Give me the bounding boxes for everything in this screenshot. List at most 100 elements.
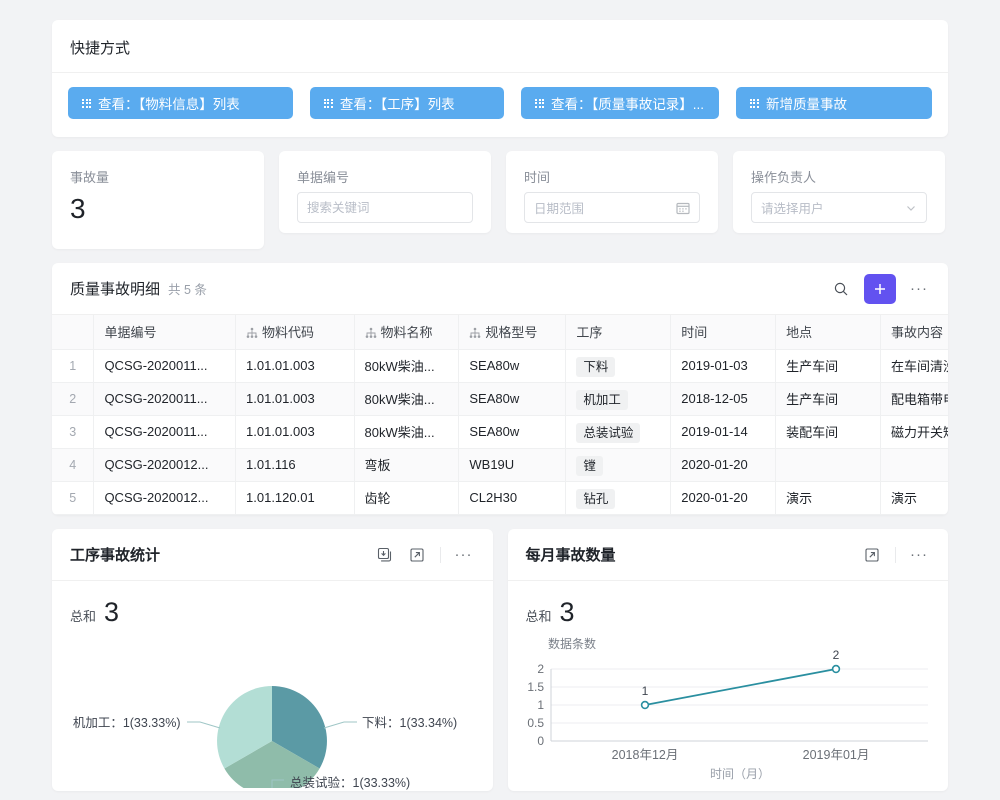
relation-icon [470, 327, 481, 339]
point-label-1: 2 [832, 648, 839, 662]
process-tag: 总装试验 [576, 423, 641, 443]
line-sum: 总和 3 [508, 581, 949, 628]
owner-filter: 操作负责人 请选择用户 [733, 151, 945, 233]
calendar-icon [676, 202, 690, 214]
table-row[interactable]: 2 QCSG-2020011... 1.01.01.003 80kW柴油... … [52, 382, 948, 416]
y-tick-0: 0 [537, 734, 544, 748]
table-scroll-area[interactable]: 单据编号 物料代码 物料名称 规格型号 工序 时间 地点 事故内容 报 1 QC [52, 315, 948, 515]
line-point-1[interactable] [831, 664, 840, 674]
line-sum-label: 总和 [525, 609, 552, 624]
divider [439, 546, 441, 563]
time-label: 时间 [524, 170, 551, 185]
cell-doc-no: QCSG-2020011... [93, 382, 237, 416]
shortcut-button-material-list[interactable]: 查看：【物料信息】列表 [68, 87, 293, 119]
cell-description: 配电箱带电... [880, 382, 948, 416]
cell-process: 机加工 [565, 382, 672, 416]
monthly-accident-count-card: 每月事故数量 ··· 总和 3 数据条数 [507, 529, 949, 791]
shortcut-button-quality-records[interactable]: 查看：【质量事故记录】... [521, 87, 719, 119]
save-icon[interactable] [372, 542, 398, 568]
pie-label-zongzhuang: 总装试验：1(33.33%) [290, 776, 411, 790]
y-tick-05: 0.5 [527, 716, 544, 730]
more-icon[interactable]: ··· [910, 280, 928, 297]
doc-no-label: 单据编号 [297, 170, 350, 185]
cell-material-code: 1.01.01.003 [235, 382, 355, 416]
owner-select[interactable]: 请选择用户 [751, 192, 927, 223]
cell-material-code: 1.01.01.003 [235, 415, 355, 449]
time-filter: 时间 日期范围 [506, 151, 718, 233]
column-spec[interactable]: 规格型号 [458, 315, 567, 350]
point-label-0: 1 [641, 684, 648, 698]
shortcut-label: 查看：【物料信息】列表 [98, 97, 240, 112]
accident-count-value: 3 [70, 193, 86, 224]
cell-spec: WB19U [458, 448, 567, 482]
pie-sum: 总和 3 [52, 581, 493, 628]
shortcut-label: 查看：【工序】列表 [339, 97, 455, 112]
cell-material-code: 1.01.120.01 [235, 481, 355, 515]
column-label: 物料名称 [380, 325, 433, 341]
table-row[interactable]: 3 QCSG-2020011... 1.01.01.003 80kW柴油... … [52, 415, 948, 449]
cell-description [880, 448, 948, 482]
accident-count-label: 事故量 [70, 170, 110, 185]
cell-location: 装配车间 [775, 415, 881, 449]
filters-row: 事故量 3 单据编号 时间 日期范围 [52, 151, 948, 249]
cell-location: 生产车间 [775, 382, 881, 416]
table-row[interactable]: 5 QCSG-2020012... 1.01.120.01 齿轮 CL2H30 … [52, 481, 948, 515]
row-index-empty [52, 514, 95, 515]
external-link-icon[interactable] [859, 542, 885, 568]
accident-table: 单据编号 物料代码 物料名称 规格型号 工序 时间 地点 事故内容 报 1 QC [52, 315, 948, 515]
table-row[interactable]: 4 QCSG-2020012... 1.01.116 弯板 WB19U 镗 20… [52, 448, 948, 482]
cell-material-name: 80kW柴油... [354, 382, 460, 416]
column-label: 时间 [681, 325, 708, 341]
column-location[interactable]: 地点 [775, 315, 881, 350]
pie-slice-zongzhuang[interactable] [224, 741, 320, 791]
cell-time: 2020-01-20 [670, 448, 777, 482]
line-point-0[interactable] [640, 700, 649, 710]
cell-doc-no: QCSG-2020011... [93, 349, 237, 383]
pie-slice-jijiagong[interactable] [217, 686, 272, 769]
cell-process: 钻孔 [565, 481, 672, 515]
new-row-cell[interactable] [93, 514, 948, 515]
table-new-row[interactable] [52, 514, 948, 515]
row-index: 2 [52, 382, 95, 416]
process-accident-stats-card: 工序事故统计 ··· 总和 3 [52, 529, 493, 791]
column-time[interactable]: 时间 [670, 315, 777, 350]
shortcut-label: 查看：【质量事故记录】... [551, 97, 705, 112]
cell-time: 2020-01-20 [670, 481, 777, 515]
line-chart: 数据条数 2 1.5 1 0.5 0 [508, 628, 949, 791]
relation-icon [246, 327, 258, 339]
cell-description: 在车间清洗... [880, 349, 948, 383]
doc-no-input[interactable] [297, 192, 473, 223]
cell-material-name: 80kW柴油... [354, 415, 460, 449]
column-description[interactable]: 事故内容 [880, 315, 948, 350]
cell-process: 镗 [565, 448, 672, 482]
column-doc-no[interactable]: 单据编号 [93, 315, 237, 350]
external-link-icon[interactable] [404, 542, 430, 568]
charts-row: 工序事故统计 ··· 总和 3 [52, 529, 948, 791]
date-range-input[interactable]: 日期范围 [524, 192, 700, 223]
pie-sum-label: 总和 [70, 609, 97, 624]
line-sum-value: 3 [559, 597, 575, 627]
line-card-header: 每月事故数量 ··· [507, 529, 948, 581]
search-icon[interactable] [828, 276, 854, 302]
add-row-button[interactable] [864, 273, 896, 304]
cell-time: 2019-01-03 [670, 349, 777, 383]
cell-description: 磁力开关短... [880, 415, 948, 449]
more-icon[interactable]: ··· [910, 546, 928, 563]
pie-slice-xialiao[interactable] [272, 686, 327, 769]
shortcut-button-new-accident[interactable]: 新增质量事故 [735, 87, 932, 119]
cell-location [775, 448, 881, 482]
table-row[interactable]: 1 QCSG-2020011... 1.01.01.003 80kW柴油... … [52, 349, 948, 383]
y-tick-15: 1.5 [527, 680, 544, 694]
y-tick-2: 2 [537, 662, 544, 676]
cell-time: 2018-12-05 [670, 382, 777, 416]
more-icon[interactable]: ··· [454, 546, 473, 563]
column-process[interactable]: 工序 [565, 315, 672, 350]
cell-spec: SEA80w [458, 382, 567, 416]
pie-chart: 下料：1(33.34%) 机加工：1(33.33%) 总装试验：1(33.33%… [52, 628, 493, 791]
column-material-name[interactable]: 物料名称 [354, 315, 460, 350]
column-material-code[interactable]: 物料代码 [235, 315, 355, 350]
cell-material-name: 齿轮 [354, 481, 460, 515]
shortcut-button-process-list[interactable]: 查看：【工序】列表 [309, 87, 505, 119]
relation-icon [365, 327, 376, 339]
pie-card-title: 工序事故统计 [70, 547, 161, 564]
